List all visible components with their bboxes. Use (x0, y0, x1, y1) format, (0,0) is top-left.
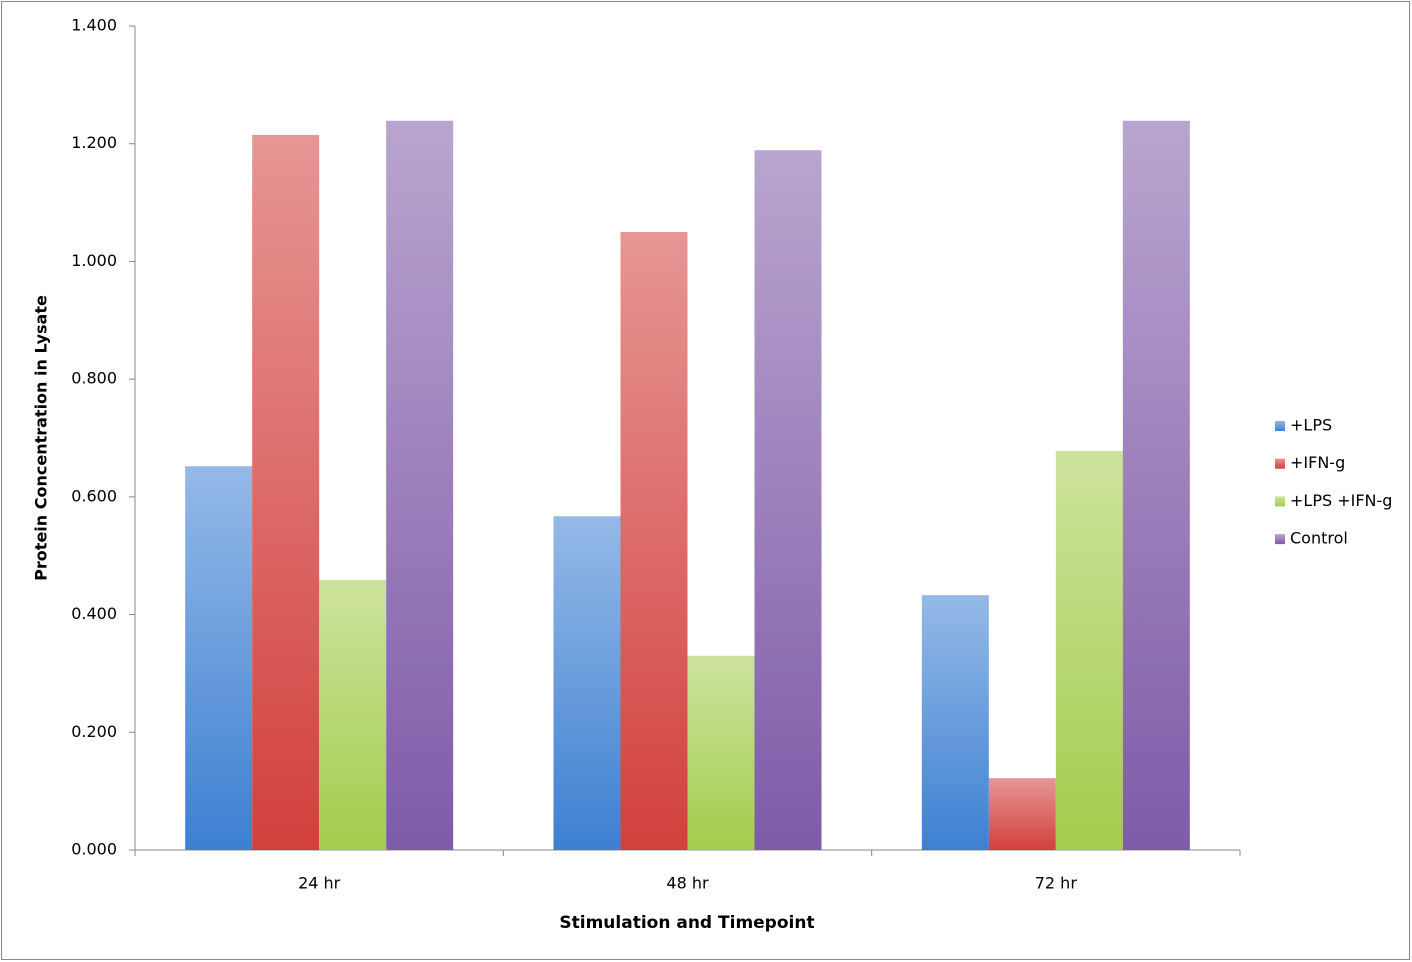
bar (553, 516, 621, 850)
bar (185, 466, 253, 850)
y-tick-label: 0.600 (71, 486, 117, 505)
bar (1055, 450, 1123, 850)
legend-swatch (1275, 534, 1285, 545)
y-tick-label: 1.200 (71, 133, 117, 152)
y-tick-label: 0.400 (71, 604, 117, 623)
legend-swatch (1275, 496, 1285, 507)
y-axis-title: Protein Concentration in Lysate (32, 295, 51, 581)
x-axis-title: Stimulation and Timepoint (559, 913, 814, 933)
y-tick-label: 1.000 (71, 251, 117, 270)
bar (754, 150, 822, 850)
x-tick-label: 24 hr (298, 874, 341, 893)
bar (1122, 120, 1190, 850)
bar (620, 232, 688, 850)
legend-label: +LPS +IFN-g (1290, 491, 1392, 510)
legend-swatch (1275, 421, 1285, 431)
legend-label: +LPS (1290, 416, 1332, 435)
legend-swatch (1275, 458, 1285, 469)
bar (921, 595, 989, 850)
bar (988, 778, 1056, 850)
bar (687, 655, 755, 850)
bar (252, 134, 320, 850)
x-tick-label: 48 hr (666, 874, 709, 893)
bar (319, 579, 387, 850)
bar (386, 120, 454, 850)
legend-label: +IFN-g (1290, 453, 1345, 472)
y-tick-label: 0.800 (71, 369, 117, 388)
y-tick-label: 0.200 (71, 722, 117, 741)
y-tick-label: 0.000 (71, 840, 117, 859)
y-tick-label: 1.400 (71, 16, 117, 35)
legend-label: Control (1290, 529, 1348, 548)
x-tick-label: 72 hr (1035, 874, 1078, 893)
